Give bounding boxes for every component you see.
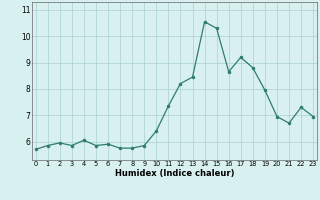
X-axis label: Humidex (Indice chaleur): Humidex (Indice chaleur) <box>115 169 234 178</box>
